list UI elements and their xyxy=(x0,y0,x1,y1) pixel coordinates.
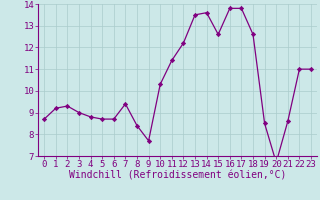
X-axis label: Windchill (Refroidissement éolien,°C): Windchill (Refroidissement éolien,°C) xyxy=(69,171,286,181)
